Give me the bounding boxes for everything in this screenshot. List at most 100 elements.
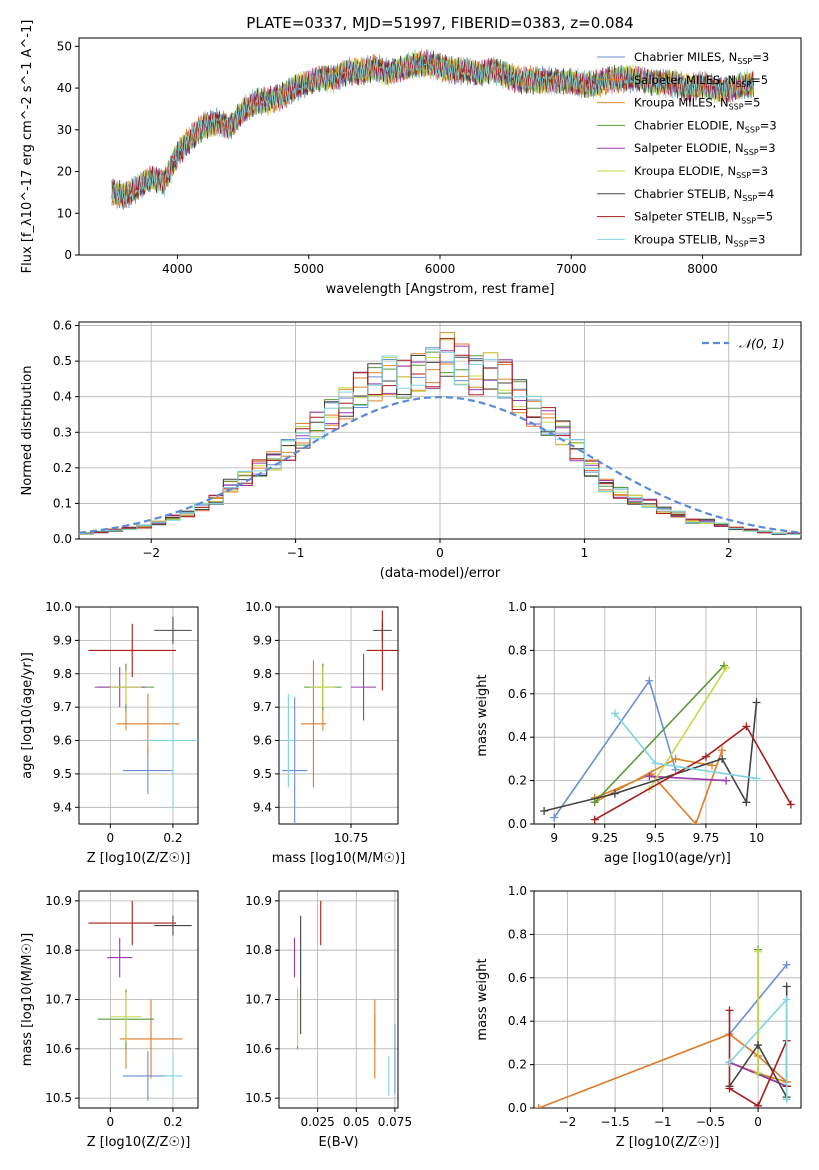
x-tick-label: 0.2 [163,1115,182,1129]
y-tick-label: 10.7 [245,993,272,1007]
panel-age_vs_mass: 10.75 9.4 9.5 9.6 9.7 9.8 9.9 10.0 mass [log10(M… [245,600,405,866]
legend-entry: Salpeter STELIB, NSSP=5 [634,210,773,226]
y-axis-label: mass weight [475,674,490,756]
weight-line-5 [649,775,727,782]
plot-area [540,661,795,824]
y-tick-label: 0.0 [508,1101,527,1115]
weight-marker [742,798,751,807]
y-tick-label: 9.4 [53,800,72,814]
y-tick-label: 9.5 [253,767,272,781]
weight-marker [645,772,654,781]
weight-marker [754,1101,763,1108]
axes-frame [78,890,199,1109]
legend-count: =5 [751,73,768,87]
legend-entry: Kroupa STELIB, NSSP=3 [634,232,765,248]
y-tick-label: 9.6 [53,734,72,748]
spectrum-legend: Chabrier MILES, NSSP=3 Salpeter MILES, NS… [597,50,777,248]
x-axis-label: age [log10(age/yr)] [604,851,731,866]
y-tick-label: 0.3 [53,425,72,439]
y-tick-label: 10.6 [245,1042,272,1056]
x-tick-label: 0.075 [378,1115,412,1129]
weight-marker [722,663,731,672]
weight-marker [725,1006,734,1015]
x-axis-label: (data-model)/error [380,566,501,581]
y-tick-label: 0.6 [53,319,72,333]
y-tick-label: 10.6 [45,1042,72,1056]
legend-entry: Chabrier STELIB, NSSP=4 [634,187,774,203]
legend-count: =3 [759,141,776,155]
y-tick-label: 9.7 [53,700,72,714]
y-tick-label: 0.2 [508,774,527,788]
y-tick-label: 0.5 [53,354,72,368]
x-tick-label: 9.75 [693,831,720,845]
spectrum-line-8 [111,49,755,207]
legend-count: =3 [749,232,766,246]
weight-marker [725,1084,734,1093]
weight-marker [782,982,791,991]
weight-line-8 [594,725,792,821]
weight-marker [752,774,761,783]
weight-line-6 [648,667,727,790]
legend-entry: Salpeter MILES, NSSP=5 [634,73,768,89]
x-tick-label: −2 [559,1115,577,1129]
plot-area [88,900,192,1101]
x-tick-label: 4000 [162,262,193,276]
x-axis-label: Z [log10(Z/Z☉)] [87,851,191,866]
y-tick-label: 20 [57,165,72,179]
x-axis-label: Z [log10(Z/Z☉)] [87,1135,191,1150]
x-tick-label: −1 [287,546,305,560]
x-tick-label: 9.25 [591,831,618,845]
legend-subscript: SSP [742,194,757,203]
x-axis-label: wavelength [Angstrom, rest frame] [326,282,555,297]
y-axis-label: Normed distribution [20,366,35,496]
legend-subscript: SSP [736,171,751,180]
y-tick-label: 30 [57,123,72,137]
x-tick-label: 0 [754,1115,762,1129]
weight-marker [610,709,619,718]
weight-marker [550,813,559,822]
weight-line-2 [594,749,723,824]
legend-entry: Salpeter ELODIE, NSSP=3 [634,141,776,157]
y-tick-label: 9.7 [253,700,272,714]
y-tick-label: 0.8 [508,927,527,941]
y-tick-label: 1.0 [508,884,527,898]
weight-marker [540,806,549,815]
y-tick-label: 10.5 [45,1091,72,1105]
weight-marker [718,746,727,755]
weight-marker [701,752,710,761]
x-tick-label: 0 [106,1115,114,1129]
x-axis-label: mass [log10(M/M☉)] [272,851,405,866]
y-tick-label: 0.8 [508,643,527,657]
axes-frame [533,606,802,825]
weight-marker [754,947,763,956]
y-tick-label: 10.5 [245,1091,272,1105]
legend-entry: Chabrier MILES, NSSP=3 [634,50,769,66]
y-tick-label: 0 [64,248,72,262]
legend-count: =5 [744,96,761,110]
histogram-step-9 [79,348,801,535]
weight-marker [610,789,619,798]
y-tick-label: 10.0 [245,600,272,614]
x-tick-label: 0.025 [300,1115,334,1129]
gaussian-curve [79,395,801,534]
weight-marker [754,1041,763,1050]
legend-subscript: SSP [734,239,749,248]
weight-marker [752,698,761,707]
x-tick-label: −1.5 [600,1115,629,1129]
weight-marker [671,765,680,774]
axes-frame [278,890,399,1109]
weight-marker [782,1095,791,1104]
axes-frame [78,321,802,540]
weight-marker [671,754,680,763]
legend-subscript: SSP [736,80,751,89]
y-tick-label: 9.9 [53,633,72,647]
plot-area [534,945,791,1108]
y-tick-label: 9.6 [253,734,272,748]
y-tick-label: 10.8 [45,943,72,957]
y-tick-label: 0.1 [53,496,72,510]
panel-mass_vs_ebv: 0.025 0.05 0.075 10.5 10.6 10.7 10.8 10.9 E(B-V) [245,890,412,1150]
weight-line-4 [594,665,725,803]
x-tick-label: 7000 [556,262,587,276]
legend-subscript: SSP [745,125,760,134]
y-tick-label: 9.8 [253,667,272,681]
